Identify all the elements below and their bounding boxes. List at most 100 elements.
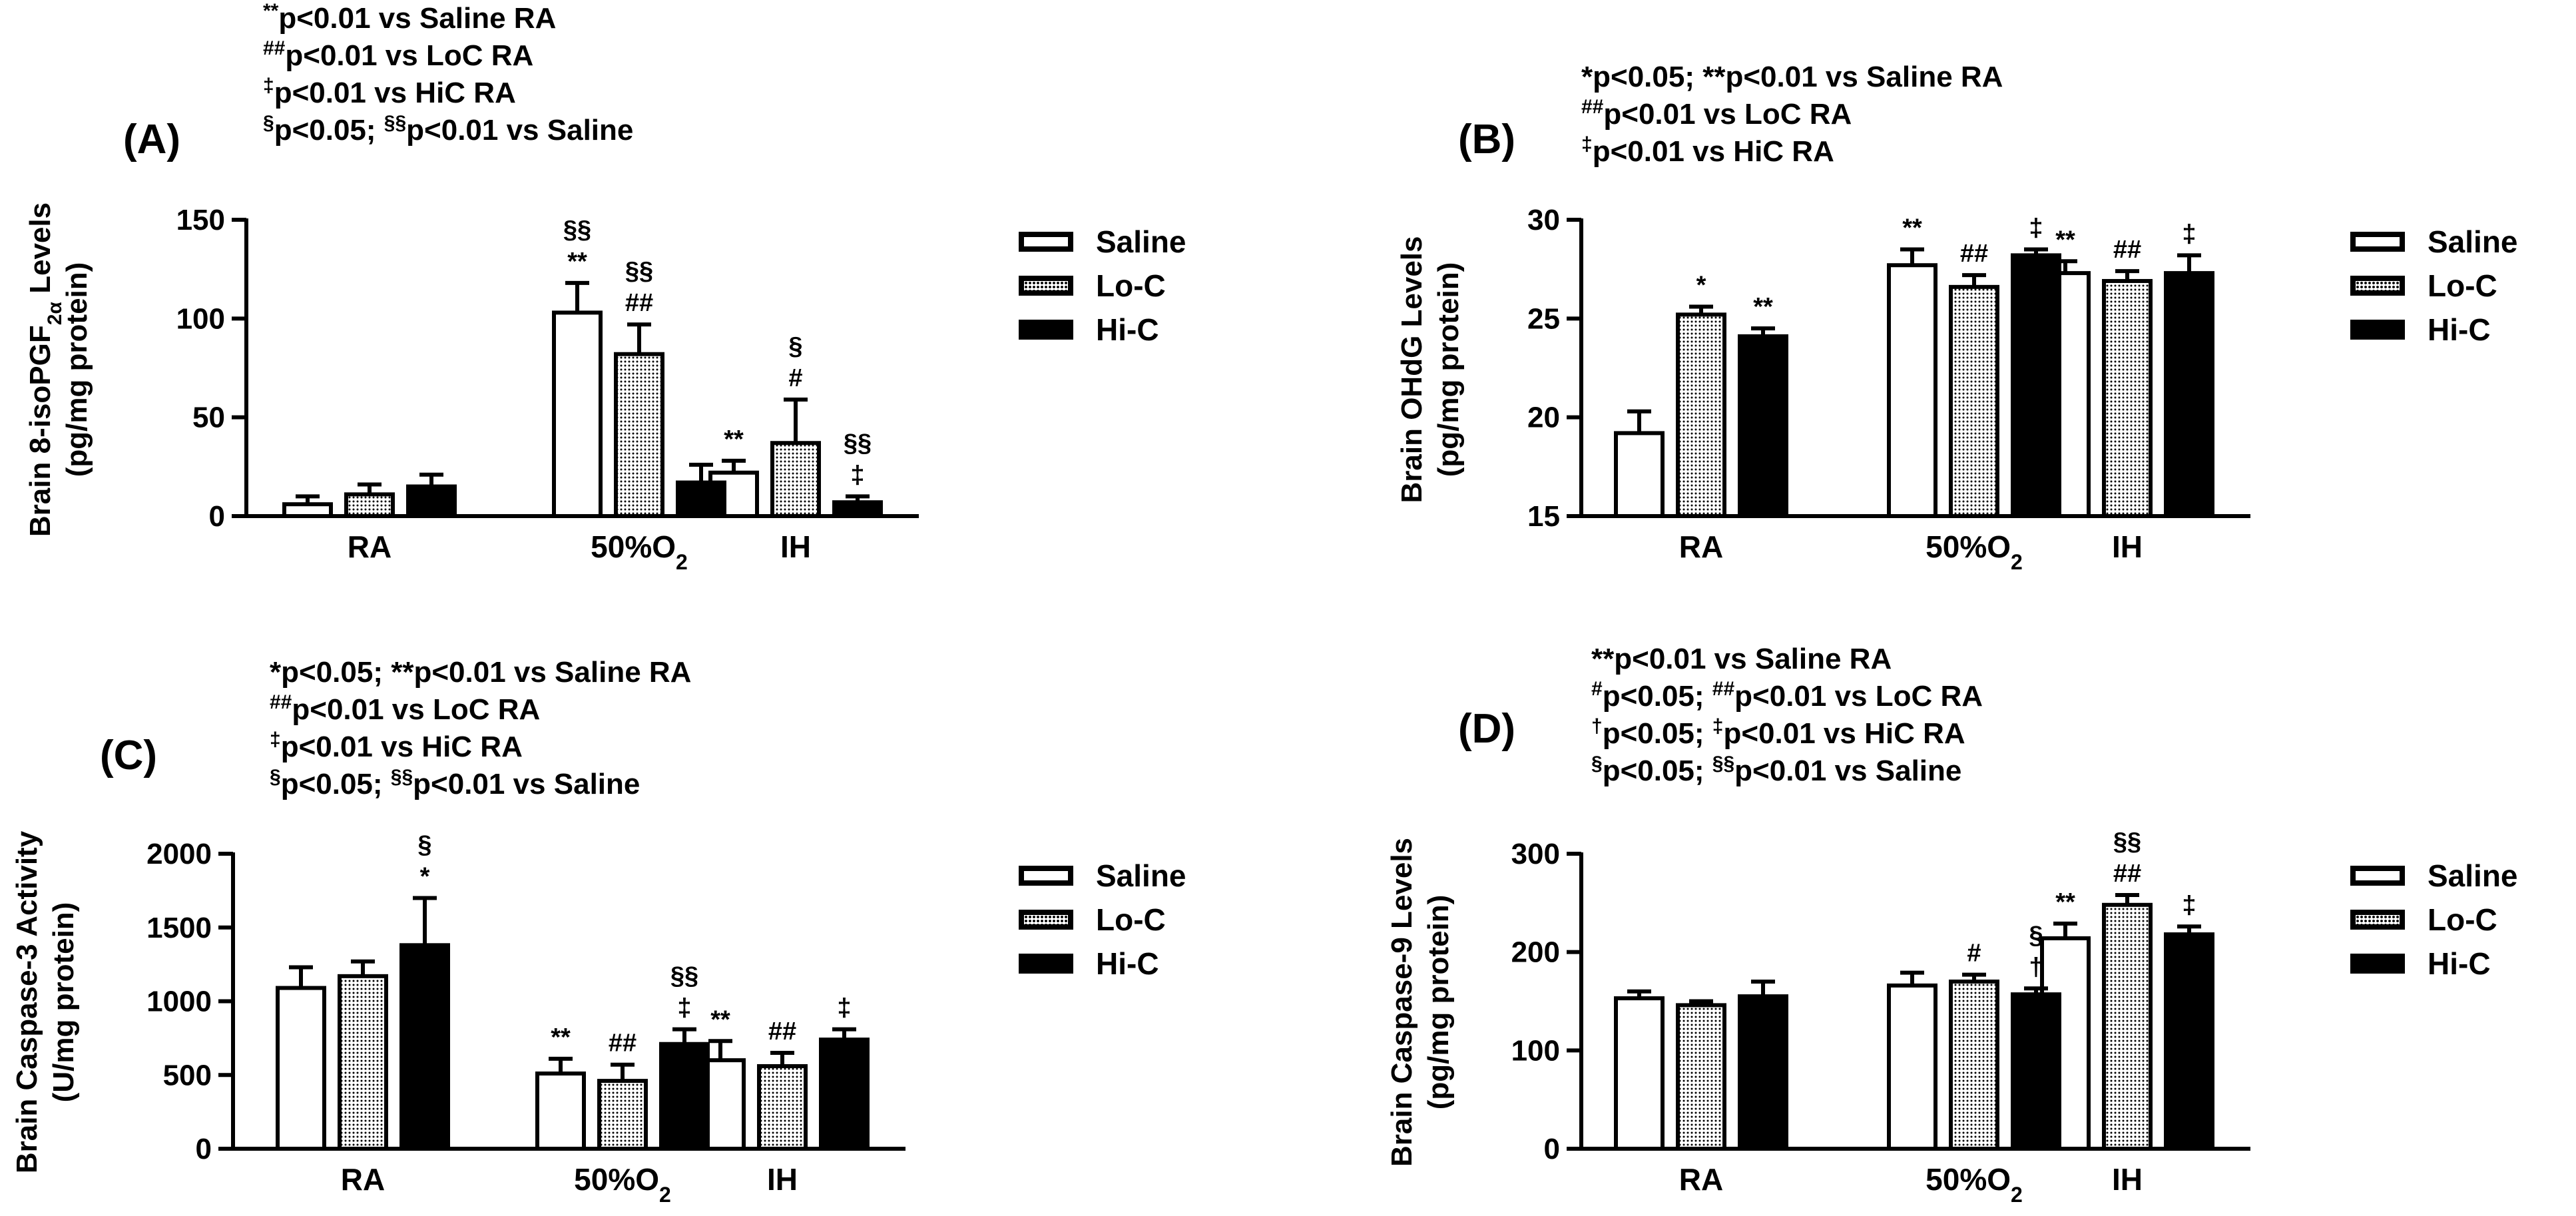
- significance-label: **: [2055, 888, 2075, 916]
- bar-hi-c: [1738, 994, 1788, 1151]
- significance-label: ##: [2113, 236, 2141, 264]
- panel-label: (C): [100, 733, 157, 778]
- bar-hi-c: [2164, 932, 2214, 1151]
- footnote: ‡p<0.01 vs HiC RA: [263, 75, 516, 110]
- x-tick-label: IH: [2112, 529, 2143, 564]
- y-tick-label: 0: [209, 500, 225, 533]
- footnote: *p<0.05; **p<0.01 vs Saline RA: [270, 656, 691, 689]
- x-tick-label: RA: [348, 529, 391, 564]
- significance-label: ##: [625, 289, 653, 317]
- bar-hi-c: [2011, 992, 2061, 1151]
- legend-label: Hi-C: [2428, 312, 2491, 347]
- lo-c-swatch: [1019, 276, 1073, 296]
- y-axis-label-units: (pg/mg protein): [1432, 262, 1465, 477]
- x-tick-label: RA: [1679, 1162, 1723, 1197]
- legend-item-hi-c: Hi-C: [1019, 942, 1186, 986]
- footnote: §p<0.05; §§p<0.01 vs Saline: [1591, 753, 1961, 788]
- significance-label: #: [788, 364, 802, 392]
- y-tick-label: 1000: [146, 986, 212, 1018]
- x-tick-label: IH: [767, 1162, 798, 1197]
- panel-label: (B): [1458, 117, 1515, 162]
- y-tick-label: 50: [192, 402, 225, 434]
- y-axis-label: Brain Caspase-3 Activity: [11, 830, 43, 1173]
- significance-label: §§: [625, 257, 653, 285]
- y-axis-label: Brain Caspase-9 Levels: [1386, 838, 1418, 1167]
- bar-lo-c: [1949, 284, 1999, 518]
- panel-label: (D): [1458, 706, 1515, 752]
- bar-saline: [1887, 263, 1937, 518]
- saline-swatch: [1019, 232, 1073, 252]
- significance-label: ‡: [2182, 220, 2196, 248]
- legend-item-lo-c: Lo-C: [2350, 898, 2518, 942]
- legend-b: Saline Lo-C Hi-C: [2350, 220, 2518, 352]
- panel-label: (A): [123, 117, 180, 162]
- y-axis-label-units: (U/mg protein): [47, 902, 80, 1103]
- bar-saline: [1887, 983, 1937, 1151]
- lo-c-swatch: [1019, 910, 1073, 930]
- legend-label: Hi-C: [2428, 946, 2491, 981]
- y-axis-label-units: (pg/mg protein): [61, 262, 93, 477]
- legend-label: Saline: [2428, 858, 2518, 893]
- bar-saline: [1614, 996, 1665, 1151]
- footnote: #p<0.05; ##p<0.01 vs LoC RA: [1591, 678, 1983, 713]
- legend-c: Saline Lo-C Hi-C: [1019, 854, 1186, 986]
- significance-label: ##: [1960, 240, 1988, 268]
- bar-lo-c: [597, 1079, 648, 1151]
- significance-label: ‡: [850, 461, 864, 489]
- significance-label: §§: [670, 962, 698, 990]
- footnote: ‡p<0.01 vs HiC RA: [1581, 133, 1834, 168]
- y-tick-label: 100: [1511, 1034, 1560, 1067]
- x-tick-label: 50%O2: [1926, 529, 2023, 574]
- legend-label: Saline: [1096, 224, 1186, 259]
- bar-hi-c: [659, 1042, 710, 1151]
- significance-label: ‡: [2182, 891, 2196, 919]
- legend-item-saline: Saline: [2350, 220, 2518, 264]
- y-axis-label: Brain 8-isoPGF2α Levels: [24, 202, 66, 537]
- x-tick-label: IH: [2112, 1162, 2143, 1197]
- footnote: **p<0.01 vs Saline RA: [1591, 643, 1892, 675]
- hi-c-swatch: [2350, 954, 2405, 974]
- x-tick-label: RA: [1679, 529, 1723, 564]
- footnote: ##p<0.01 vs LoC RA: [270, 691, 540, 727]
- legend-label: Lo-C: [1096, 268, 1166, 303]
- x-tick-label: IH: [780, 529, 811, 564]
- significance-label: ##: [768, 1018, 796, 1046]
- legend-label: Lo-C: [1096, 902, 1166, 937]
- legend-a: Saline Lo-C Hi-C: [1019, 220, 1186, 352]
- saline-swatch: [2350, 866, 2405, 886]
- legend-item-lo-c: Lo-C: [2350, 264, 2518, 308]
- footnote: ##p<0.01 vs LoC RA: [1581, 96, 1852, 131]
- x-tick-label: 50%O2: [591, 529, 688, 574]
- bar-lo-c: [338, 974, 388, 1151]
- significance-label: †: [2029, 953, 2043, 981]
- bar-lo-c: [614, 352, 664, 518]
- x-tick-label: 50%O2: [1926, 1162, 2023, 1207]
- lo-c-swatch: [2350, 276, 2405, 296]
- legend-label: Hi-C: [1096, 946, 1159, 981]
- legend-label: Saline: [1096, 858, 1186, 893]
- bar-lo-c: [2102, 278, 2153, 518]
- legend-item-hi-c: Hi-C: [2350, 308, 2518, 352]
- footnote: ‡p<0.01 vs HiC RA: [270, 729, 523, 764]
- bar-lo-c: [1676, 312, 1726, 518]
- y-tick-label: 25: [1527, 302, 1560, 335]
- legend-d: Saline Lo-C Hi-C: [2350, 854, 2518, 986]
- legend-item-lo-c: Lo-C: [1019, 264, 1186, 308]
- y-tick-label: 150: [176, 204, 225, 236]
- significance-label: §§: [563, 216, 591, 244]
- y-tick-label: 2000: [146, 838, 212, 870]
- y-tick-label: 300: [1511, 838, 1560, 870]
- bar-lo-c: [1949, 979, 1999, 1151]
- lo-c-swatch: [2350, 910, 2405, 930]
- hi-c-swatch: [1019, 954, 1073, 974]
- bar-lo-c: [344, 492, 395, 518]
- saline-swatch: [1019, 866, 1073, 886]
- significance-label: §: [417, 830, 431, 858]
- significance-label: **: [1902, 214, 1922, 242]
- significance-label: ‡: [837, 994, 851, 1022]
- y-tick-label: 0: [1544, 1133, 1560, 1165]
- y-tick-label: 30: [1527, 204, 1560, 236]
- legend-item-saline: Saline: [2350, 854, 2518, 898]
- footnote: **p<0.01 vs Saline RA: [263, 0, 556, 35]
